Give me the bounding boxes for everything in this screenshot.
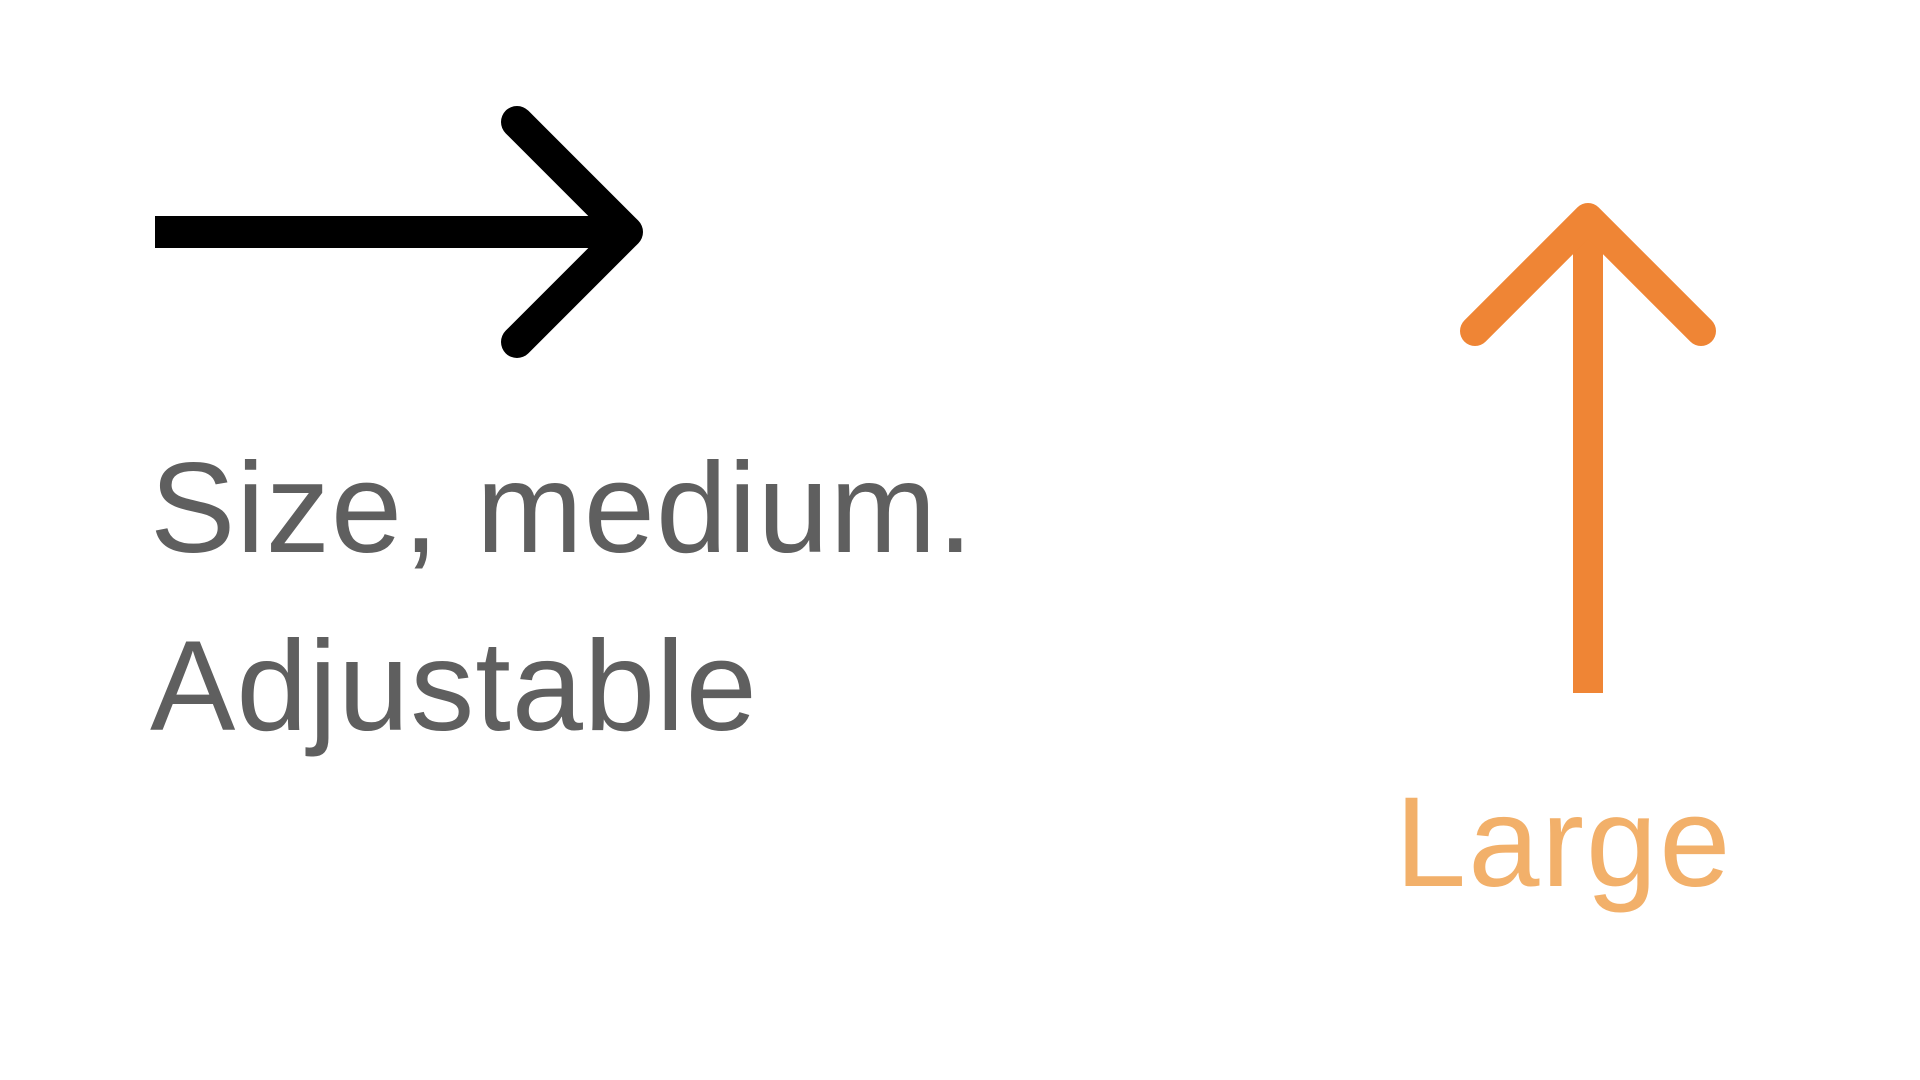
announcement-line-2: Adjustable — [150, 615, 758, 758]
size-announcement: Size, medium. Adjustable — [150, 420, 1250, 776]
up-arrow-head — [1460, 203, 1716, 346]
right-arrow-icon — [155, 106, 643, 358]
right-arrow-head — [501, 106, 643, 358]
announcement-line-1: Size, medium. — [150, 437, 974, 580]
next-size-label: Large — [1395, 771, 1733, 914]
up-arrow-icon — [1460, 203, 1716, 693]
